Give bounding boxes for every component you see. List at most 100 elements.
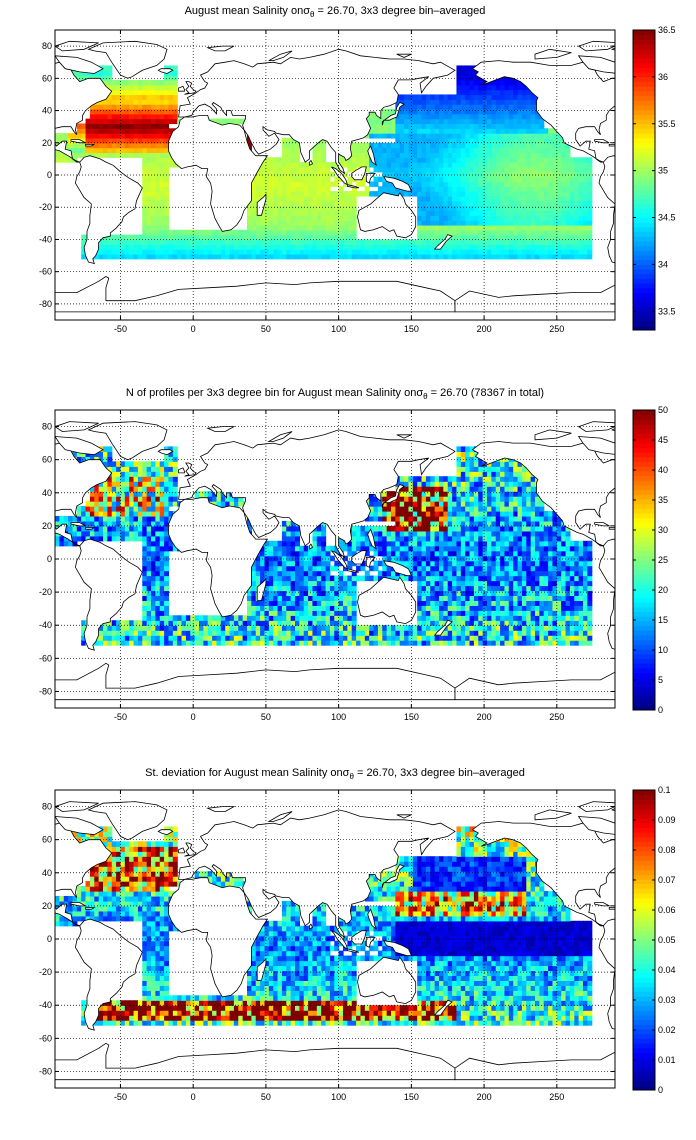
bin-cell xyxy=(556,195,562,202)
bin-cell xyxy=(107,104,113,110)
bin-cell xyxy=(447,128,453,134)
bin-cell xyxy=(473,550,479,557)
bin-cell xyxy=(478,84,484,91)
bin-cell xyxy=(517,79,523,86)
bin-cell xyxy=(316,560,322,567)
bin-cell xyxy=(552,176,558,183)
bin-cell xyxy=(513,615,519,621)
bin-cell xyxy=(137,84,143,91)
bin-cell xyxy=(295,176,300,183)
bin-cell xyxy=(456,171,462,178)
bin-cell xyxy=(535,215,540,221)
bin-cell xyxy=(377,118,383,125)
bin-cell xyxy=(290,555,296,562)
bin-cell xyxy=(343,191,348,197)
bin-cell xyxy=(508,600,514,606)
bin-cell xyxy=(116,84,122,91)
bin-cell xyxy=(425,550,431,557)
bin-cell xyxy=(500,610,506,616)
bin-cell xyxy=(574,550,580,557)
bin-cell xyxy=(281,137,287,144)
bin-cell xyxy=(482,186,488,192)
bin-cell xyxy=(308,555,314,562)
bin-cell xyxy=(321,234,327,241)
bin-cell xyxy=(321,137,327,144)
bin-cell xyxy=(172,108,178,115)
bin-cell xyxy=(421,104,427,110)
bin-cell xyxy=(94,142,100,149)
bin-cell xyxy=(260,191,266,197)
bin-cell xyxy=(273,590,279,597)
bin-cell xyxy=(473,147,479,154)
bin-cell xyxy=(513,640,519,646)
bin-cell xyxy=(421,200,427,207)
bin-cell xyxy=(164,610,170,616)
bin-cell xyxy=(386,249,392,255)
bin-cell xyxy=(417,176,423,183)
bin-cell xyxy=(417,239,423,245)
bin-cell xyxy=(316,610,322,616)
bin-cell xyxy=(277,575,283,582)
bin-cell xyxy=(382,176,388,183)
bin-cell xyxy=(343,575,348,582)
bin-cell xyxy=(168,630,174,636)
coastline xyxy=(351,166,367,181)
bin-cell xyxy=(159,181,165,187)
bin-cell xyxy=(255,224,261,231)
bin-cell xyxy=(347,224,353,231)
bin-cell xyxy=(465,104,471,110)
bin-cell xyxy=(504,200,510,207)
bin-cell xyxy=(98,142,104,149)
bin-cell xyxy=(325,590,331,597)
x-tick-label: 50 xyxy=(261,324,271,334)
bin-cell xyxy=(172,162,178,168)
bin-cell xyxy=(404,157,410,163)
bin-cell xyxy=(583,234,588,241)
bin-cell xyxy=(521,640,527,646)
bin-cell xyxy=(456,89,462,96)
bin-cell xyxy=(456,200,462,207)
bin-cell xyxy=(587,162,593,168)
bin-cell xyxy=(487,195,492,202)
bin-cell xyxy=(587,600,593,606)
bin-cell xyxy=(268,570,274,577)
bin-cell xyxy=(382,640,388,646)
bin-cell xyxy=(303,191,309,197)
bin-cell xyxy=(146,147,152,154)
bin-cell xyxy=(321,249,327,255)
bin-cell xyxy=(142,104,148,110)
bin-cell xyxy=(325,635,331,641)
bin-cell xyxy=(369,133,375,139)
bin-cell xyxy=(404,560,410,567)
bin-cell xyxy=(526,610,532,616)
bin-cell xyxy=(251,630,257,636)
bin-cell xyxy=(146,575,152,582)
bin-cell xyxy=(277,244,283,250)
bin-cell xyxy=(303,162,309,168)
bin-cell xyxy=(473,229,479,236)
bin-cell xyxy=(312,550,318,557)
bin-cell xyxy=(587,229,593,236)
bin-cell xyxy=(552,186,558,192)
bin-cell xyxy=(583,615,588,621)
bin-cell xyxy=(312,191,318,197)
bin-cell xyxy=(295,215,300,221)
bin-cell xyxy=(482,104,488,110)
bin-cell xyxy=(382,244,388,250)
bin-cell xyxy=(238,244,244,250)
bin-cell xyxy=(465,575,471,582)
bin-cell xyxy=(151,181,156,187)
bin-cell xyxy=(556,560,562,567)
bin-cell xyxy=(487,205,492,212)
bin-cell xyxy=(539,234,545,241)
bin-cell xyxy=(290,166,296,173)
bin-cell xyxy=(94,147,100,154)
bin-cell xyxy=(583,575,588,582)
title-sigma: σ xyxy=(416,387,424,399)
bin-cell xyxy=(399,625,405,631)
bin-cell xyxy=(168,249,174,255)
bin-cell xyxy=(146,205,152,212)
bin-cell xyxy=(548,195,554,202)
bin-cell xyxy=(395,570,401,577)
bin-cell xyxy=(430,137,436,144)
